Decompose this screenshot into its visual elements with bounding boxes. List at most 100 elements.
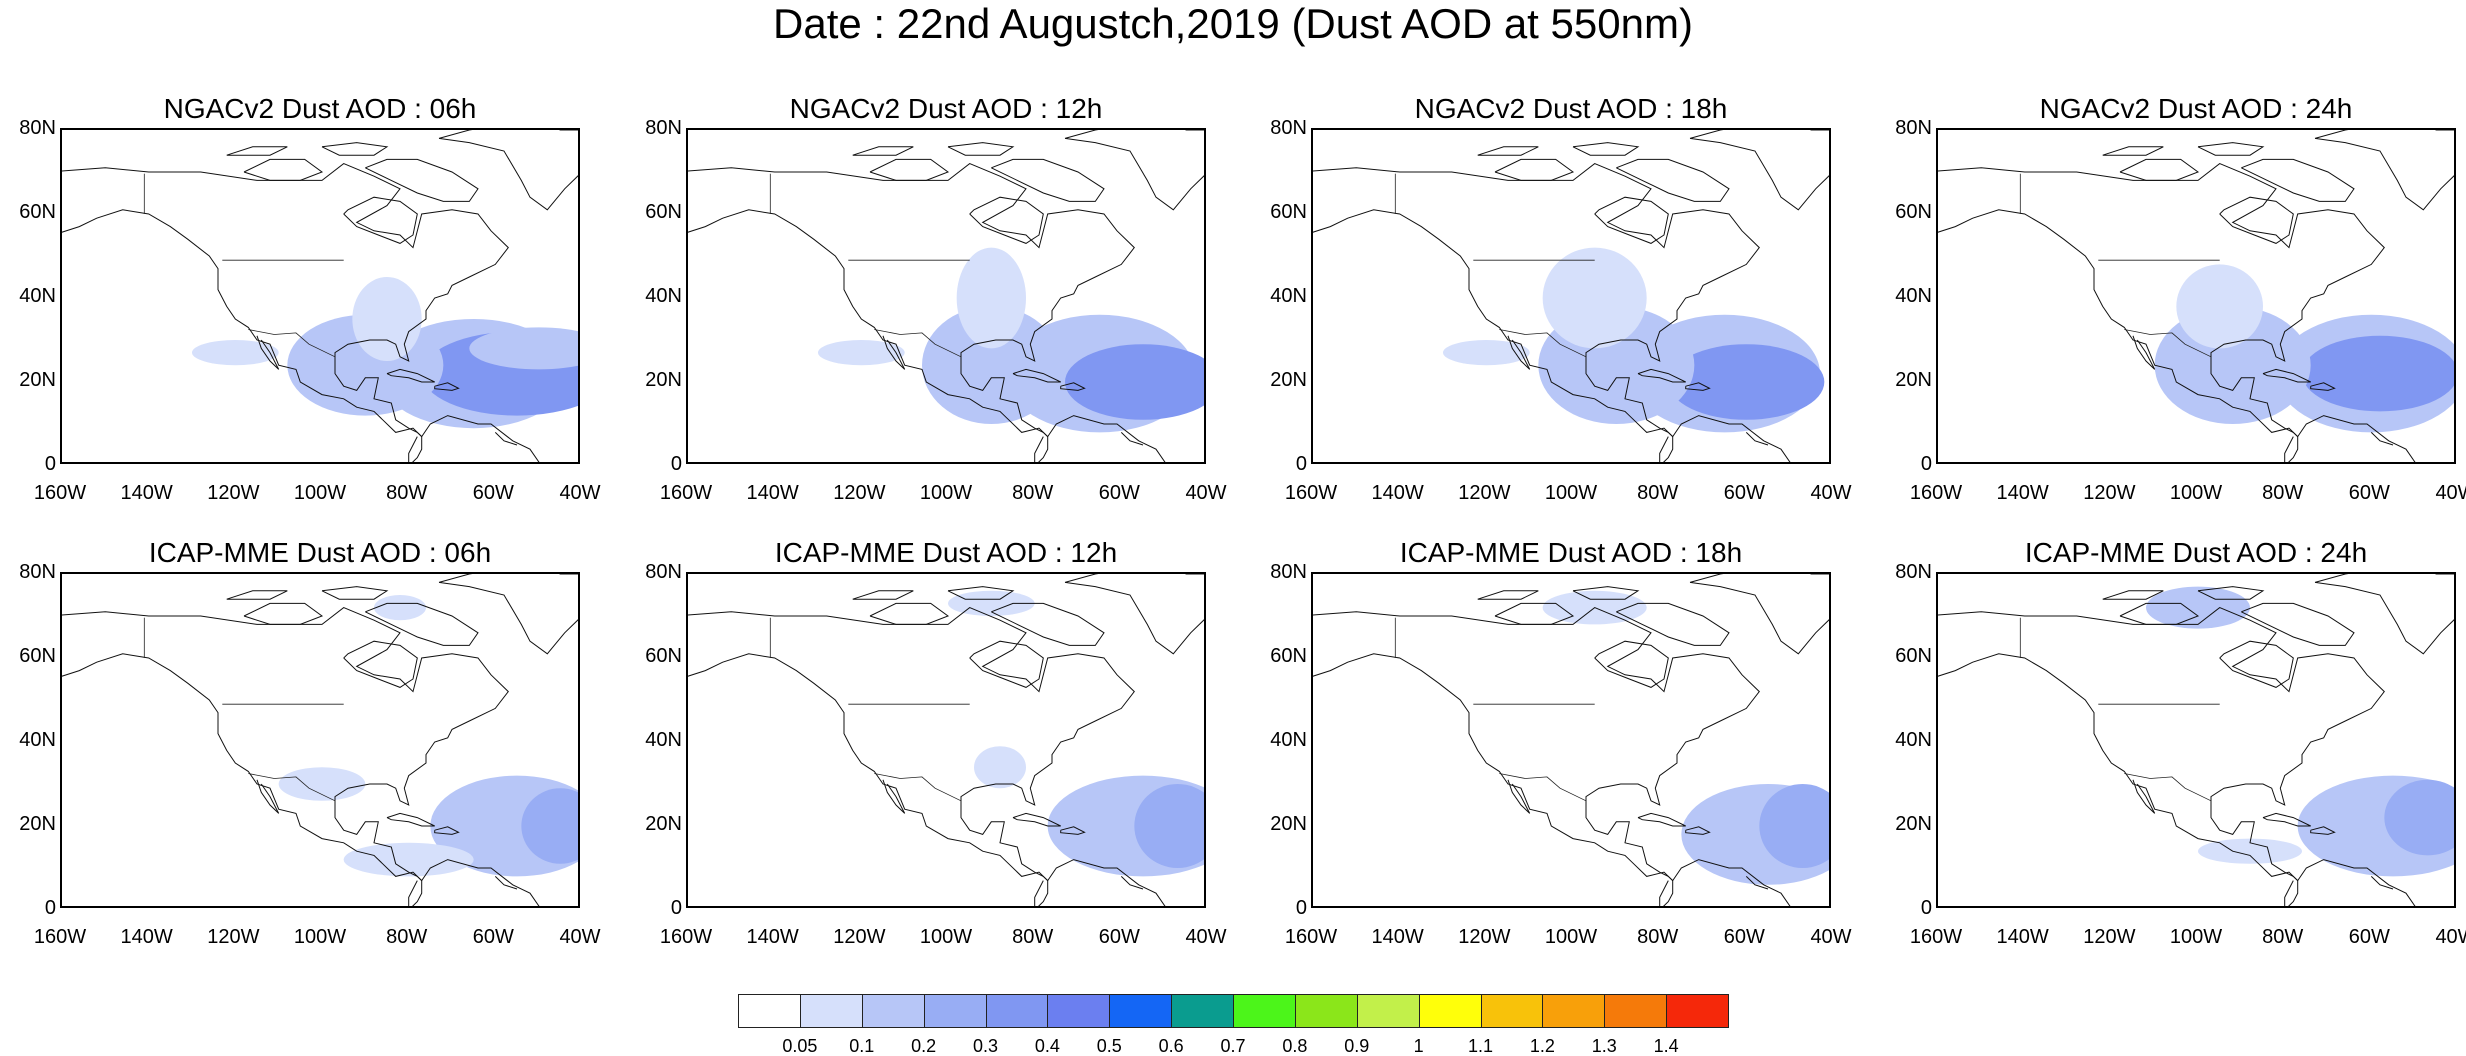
coastline — [434, 826, 460, 835]
coastline — [62, 653, 423, 881]
coastline — [2119, 158, 2200, 181]
lon-tick-label: 140W — [120, 926, 173, 948]
panel-title: ICAP-MME Dust AOD : 24h — [2024, 537, 2368, 568]
lat-tick-label: 40N — [645, 729, 682, 751]
colorbar-segment — [1542, 994, 1606, 1028]
coastline — [1507, 779, 1531, 814]
lon-tick-label: 100W — [2169, 482, 2223, 504]
coastline — [256, 335, 280, 370]
coastline — [2262, 368, 2311, 383]
coastline — [2288, 880, 2299, 906]
coastline — [2314, 574, 2454, 655]
dust-plume — [1542, 247, 1647, 349]
coastline — [1477, 146, 1539, 156]
colorbar-segment — [1356, 994, 1420, 1028]
colorbar-label: 0.5 — [1096, 1036, 1122, 1056]
lon-tick-label: 100W — [293, 482, 347, 504]
coastline — [1616, 158, 1730, 202]
colorbar-label: 0.4 — [1034, 1036, 1060, 1056]
coastline — [365, 158, 479, 202]
lon-tick-label: 80W — [1637, 482, 1679, 504]
dust-aod-map — [1313, 130, 1829, 462]
lon-tick-label: 120W — [833, 482, 886, 504]
lon-tick-label: 40W — [1810, 926, 1852, 948]
lon-tick-label: 80W — [1637, 926, 1679, 948]
coastline — [494, 432, 518, 446]
coastline — [2288, 436, 2299, 462]
lon-tick-label: 60W — [1098, 926, 1140, 948]
country-border — [874, 773, 962, 802]
coastline — [2219, 196, 2294, 244]
map-frame — [60, 572, 580, 908]
lon-tick-label: 160W — [659, 926, 713, 948]
lon-tick-label: 100W — [919, 926, 973, 948]
coastline — [1313, 653, 1674, 881]
lon-tick-label: 60W — [2348, 482, 2390, 504]
coastline — [2132, 335, 2156, 370]
lat-tick-label: 20N — [19, 369, 56, 391]
coastline — [852, 590, 914, 600]
colorbar-label: 0.3 — [972, 1036, 999, 1056]
lon-tick-label: 100W — [1544, 482, 1598, 504]
lon-tick-label: 100W — [293, 926, 347, 948]
coastline — [256, 779, 280, 814]
coastline — [2314, 130, 2454, 211]
country-border — [1499, 329, 1587, 358]
lon-tick-label: 80W — [2262, 926, 2304, 948]
dust-plume — [1759, 784, 1829, 868]
coastline — [1012, 368, 1061, 383]
colorbar-label: 1.4 — [1653, 1036, 1679, 1056]
colorbar-segment — [1109, 994, 1173, 1028]
coastline — [2241, 158, 2355, 202]
lat-tick-label: 40N — [1270, 285, 1307, 307]
country-border — [874, 329, 962, 358]
dust-aod-map — [1313, 574, 1829, 906]
coastline — [1038, 880, 1049, 906]
lat-tick-label: 80N — [19, 561, 56, 583]
coastline — [1572, 586, 1640, 600]
map-panel: ICAP-MME Dust AOD : 18h 80N 60N 40N 20N 0 160W… — [1251, 536, 1851, 1036]
coastline — [1685, 826, 1711, 835]
lon-tick-label: 100W — [1544, 926, 1598, 948]
map-panel: NGACv2 Dust AOD : 06h 80N 60N 40N 20N 0 160W 14… — [0, 92, 600, 592]
panel-title: NGACv2 Dust AOD : 24h — [2039, 93, 2353, 124]
lat-tick-label: 0 — [1920, 453, 1932, 475]
coastline — [1034, 436, 1044, 462]
colorbar-segment — [985, 994, 1049, 1028]
map-panel: ICAP-MME Dust AOD : 06h 80N 60N 40N 20N 0 160W… — [0, 536, 600, 1036]
lon-tick-label: 80W — [386, 926, 428, 948]
coastline — [412, 436, 423, 462]
lon-tick-label: 120W — [207, 926, 260, 948]
coastline — [494, 876, 518, 890]
dust-aod-map — [62, 574, 578, 906]
colorbar-segment — [1294, 994, 1358, 1028]
coastline — [947, 142, 1015, 156]
dust-plume — [2384, 779, 2454, 856]
colorbar-label: 0.05 — [782, 1036, 818, 1056]
lat-tick-label: 40N — [1270, 729, 1307, 751]
colorbar-label: 1 — [1413, 1036, 1424, 1056]
lon-tick-label: 80W — [2262, 482, 2304, 504]
coastline — [1477, 590, 1539, 600]
colorbar-segment — [861, 994, 925, 1028]
coastline — [991, 602, 1105, 646]
lon-tick-label: 140W — [746, 926, 799, 948]
dust-plume — [1443, 340, 1530, 366]
lon-tick-label: 160W — [1909, 482, 1963, 504]
coastline — [386, 812, 435, 827]
coastline — [1064, 574, 1204, 655]
lat-tick-label: 0 — [44, 453, 56, 475]
lat-tick-label: 80N — [1895, 117, 1932, 139]
coastline — [386, 368, 435, 383]
coastline — [1637, 368, 1686, 383]
colorbar-label: 1.3 — [1591, 1036, 1617, 1056]
coastline — [365, 602, 479, 646]
lat-tick-label: 60N — [645, 201, 682, 223]
country-border — [248, 773, 336, 802]
dust-plume — [192, 340, 279, 366]
lon-tick-label: 140W — [1996, 926, 2049, 948]
lat-tick-label: 20N — [19, 813, 56, 835]
map-frame — [1936, 128, 2456, 464]
lat-tick-label: 20N — [1895, 369, 1932, 391]
lon-tick-label: 60W — [1723, 482, 1765, 504]
